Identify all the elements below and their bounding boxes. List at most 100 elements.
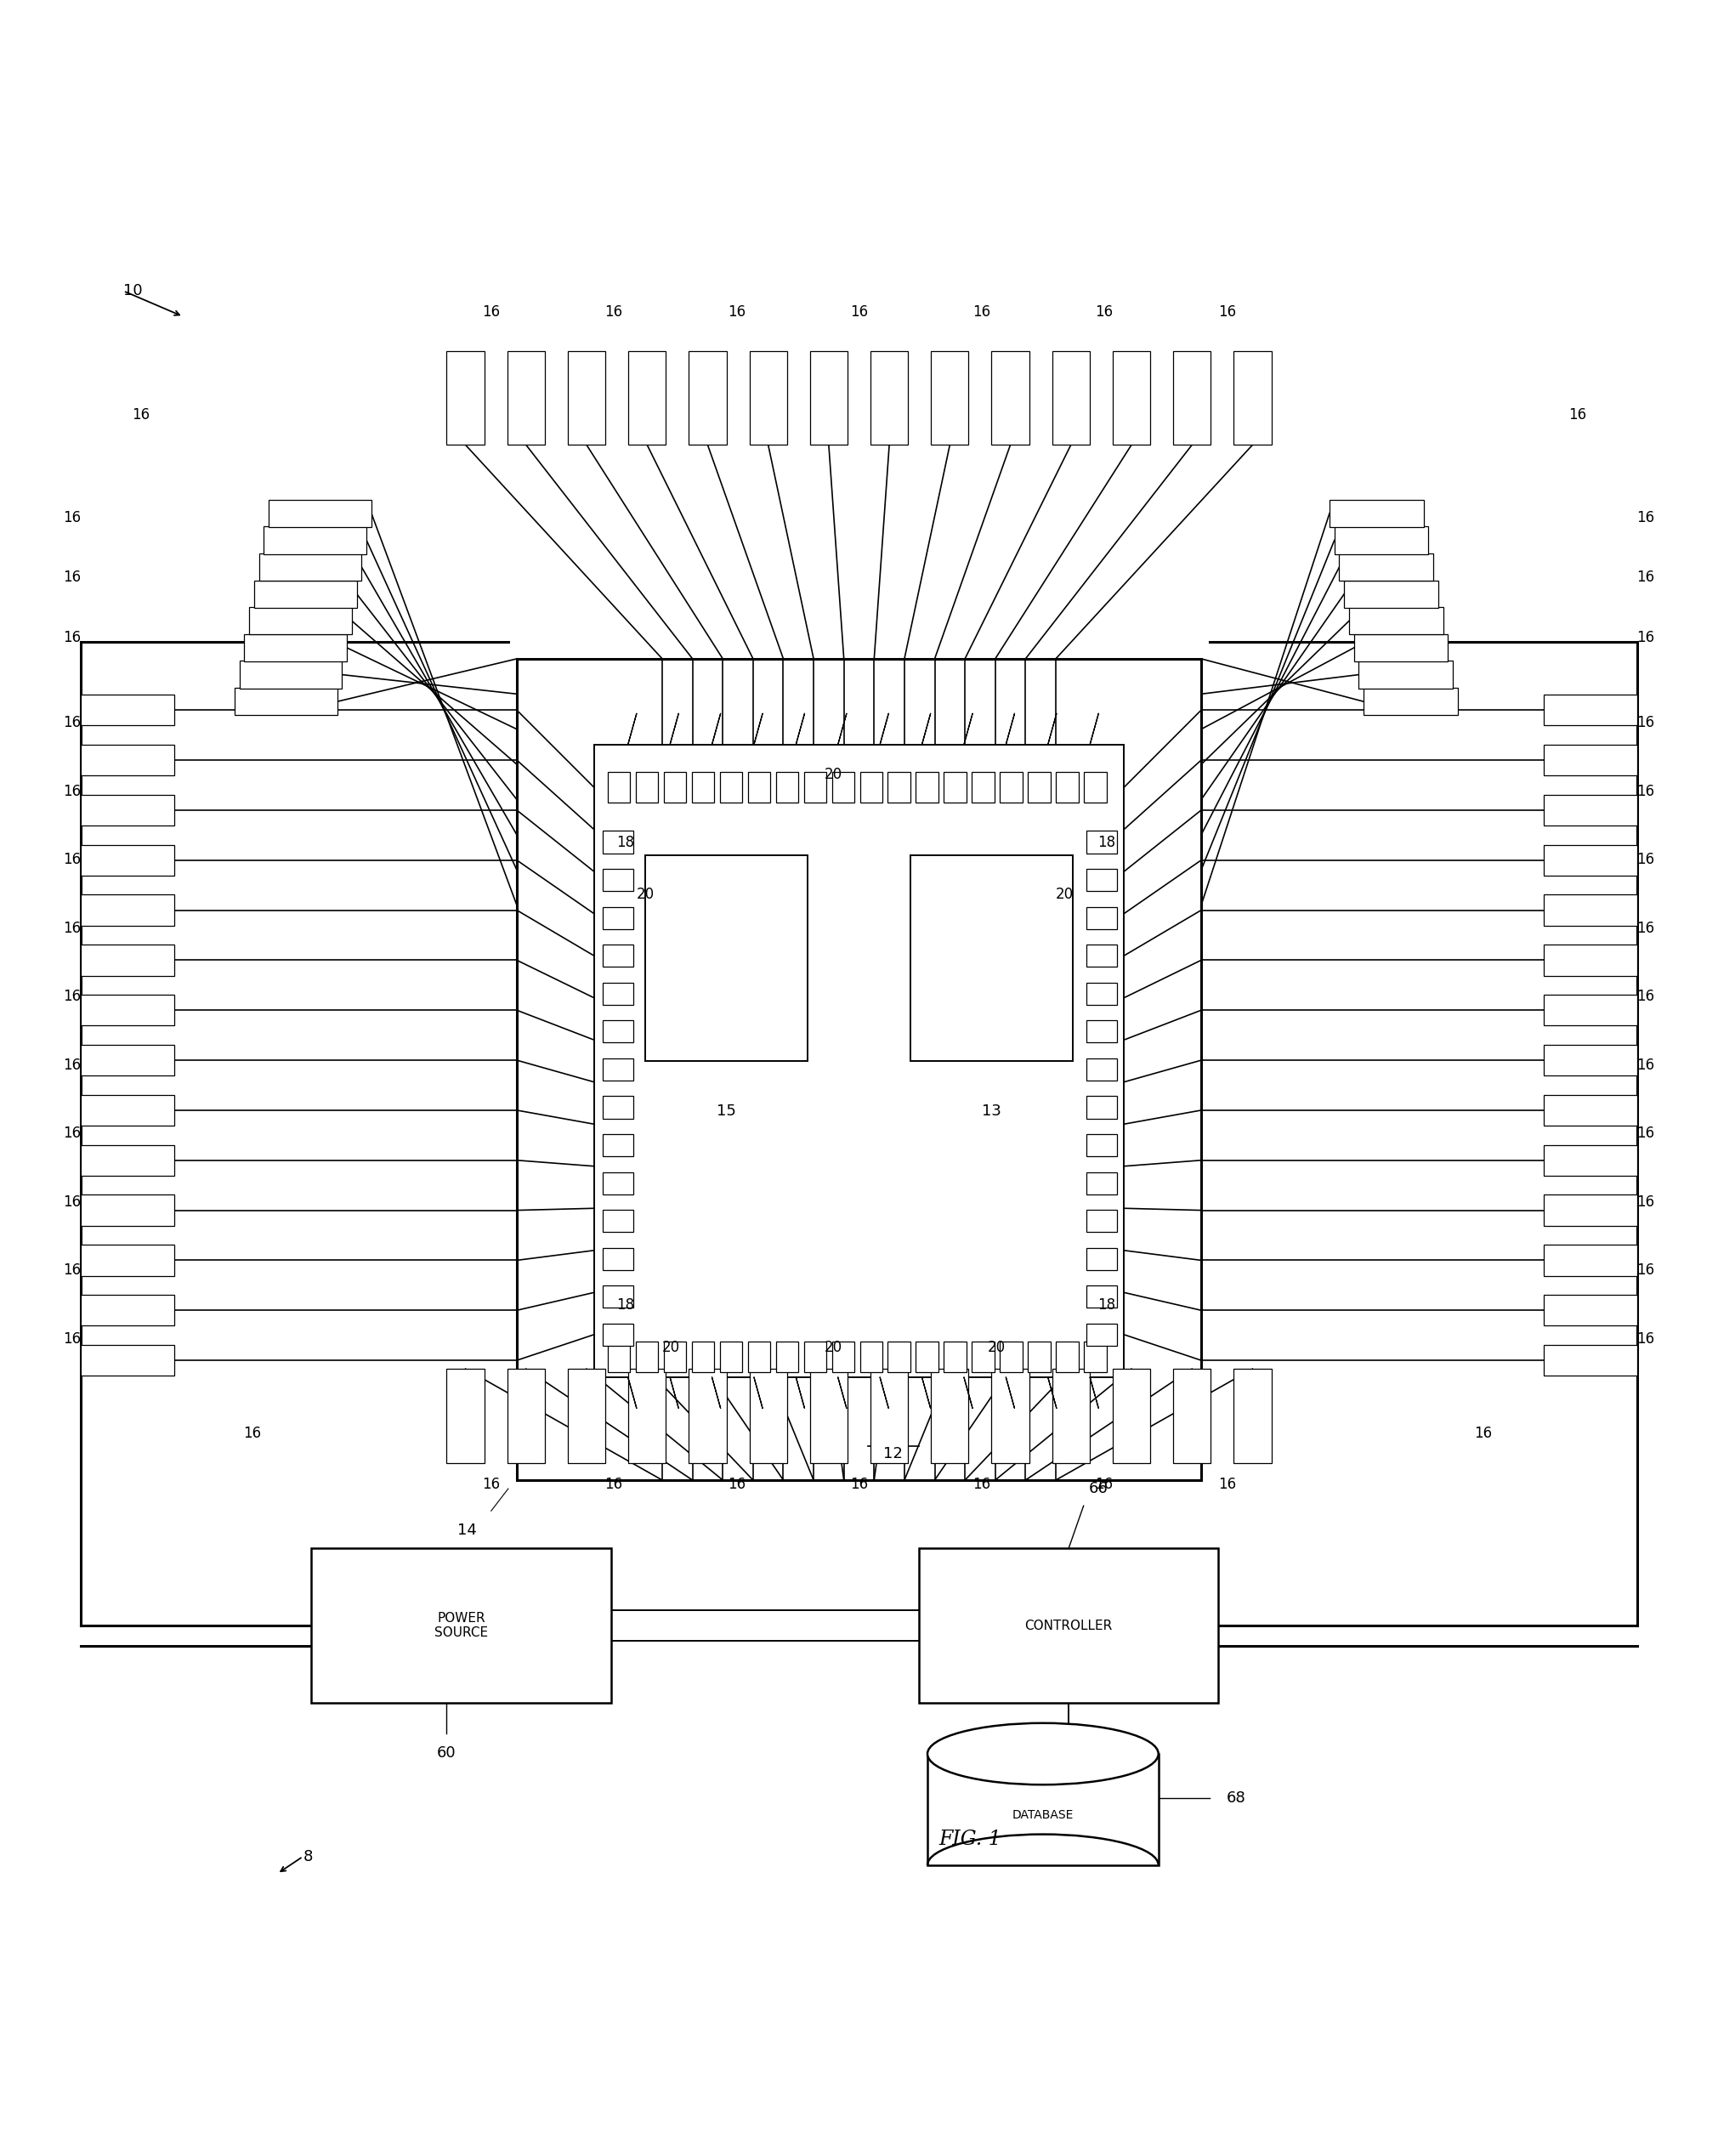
Bar (916, 772, 938, 802)
Bar (636, 1341, 658, 1373)
Bar (1027, 772, 1050, 802)
Text: 16: 16 (1637, 1263, 1654, 1279)
Text: 16: 16 (64, 569, 81, 584)
Text: 16: 16 (64, 852, 81, 867)
Bar (943, 772, 966, 802)
Bar (943, 1341, 966, 1373)
Bar (81, 1145, 175, 1175)
Bar (720, 772, 742, 802)
Bar (1086, 869, 1117, 890)
Bar (1051, 351, 1089, 444)
Bar (447, 351, 484, 444)
Text: FIG. 1: FIG. 1 (938, 1830, 1002, 1850)
Text: 14: 14 (457, 1522, 476, 1537)
Text: 20: 20 (825, 768, 844, 783)
Bar (81, 1345, 175, 1376)
Bar (1354, 634, 1448, 662)
Bar (629, 351, 667, 444)
Text: 16: 16 (242, 1425, 261, 1440)
Bar (1086, 983, 1117, 1005)
Bar (1086, 1134, 1117, 1156)
Text: 16: 16 (850, 304, 868, 319)
Bar (603, 1095, 634, 1119)
Bar (603, 1059, 634, 1080)
Bar (931, 1369, 969, 1464)
Bar (859, 1341, 881, 1373)
Bar (603, 983, 634, 1005)
Text: 16: 16 (64, 1263, 81, 1279)
Bar (931, 351, 969, 444)
Bar (507, 1369, 545, 1464)
Text: 16: 16 (605, 1477, 622, 1492)
Bar (1086, 944, 1117, 966)
Text: 16: 16 (1637, 569, 1654, 584)
Bar (1057, 772, 1079, 802)
Text: 16: 16 (483, 1477, 500, 1492)
Bar (1364, 688, 1459, 716)
Text: DATABASE: DATABASE (1012, 1809, 1074, 1822)
Text: 16: 16 (1474, 1425, 1491, 1440)
Bar (249, 608, 352, 634)
Text: 16: 16 (64, 1330, 81, 1348)
Bar (81, 1046, 175, 1076)
Bar (81, 895, 175, 925)
Bar (689, 1369, 727, 1464)
Bar (1086, 1020, 1117, 1044)
Bar (777, 772, 797, 802)
Bar (972, 1341, 995, 1373)
Text: 16: 16 (605, 304, 622, 319)
Text: 16: 16 (972, 304, 991, 319)
Bar (81, 1296, 175, 1326)
Bar (747, 772, 770, 802)
Text: 16: 16 (1569, 407, 1586, 423)
Bar (608, 772, 631, 802)
Bar (311, 1548, 612, 1703)
Text: 16: 16 (1637, 716, 1654, 731)
Text: 16: 16 (1637, 785, 1654, 800)
Text: 20: 20 (637, 886, 655, 901)
Bar (1086, 1173, 1117, 1194)
Text: 20: 20 (661, 1339, 680, 1356)
Text: 16: 16 (64, 1125, 81, 1141)
Bar (972, 772, 995, 802)
Bar (244, 634, 347, 662)
Bar (81, 1194, 175, 1225)
Bar (1086, 1095, 1117, 1119)
Bar (81, 994, 175, 1026)
Bar (81, 1244, 175, 1276)
Bar (859, 772, 881, 802)
Bar (259, 554, 361, 580)
Bar (1000, 1341, 1022, 1373)
Bar (1173, 351, 1211, 444)
Bar (1113, 1369, 1151, 1464)
Bar (888, 1341, 911, 1373)
Bar (804, 772, 826, 802)
Text: 20: 20 (988, 1339, 1005, 1356)
Bar (603, 1248, 634, 1270)
Text: 16: 16 (64, 630, 81, 645)
Text: 16: 16 (972, 1477, 991, 1492)
Bar (603, 944, 634, 966)
Text: 16: 16 (1637, 852, 1654, 867)
Bar (81, 944, 175, 977)
Text: CONTROLLER: CONTROLLER (1024, 1619, 1113, 1632)
Bar (749, 1369, 787, 1464)
Text: 16: 16 (727, 304, 746, 319)
Bar (663, 772, 685, 802)
Bar (1340, 554, 1433, 580)
Bar (692, 1341, 715, 1373)
Text: 16: 16 (64, 716, 81, 731)
Text: 16: 16 (1637, 630, 1654, 645)
Bar (447, 1369, 484, 1464)
Text: 16: 16 (1637, 1125, 1654, 1141)
Bar (1330, 500, 1424, 526)
Text: 16: 16 (64, 1059, 81, 1074)
Bar (235, 688, 337, 716)
Bar (1543, 796, 1637, 826)
Bar (603, 908, 634, 929)
Bar (254, 580, 357, 608)
Text: 68: 68 (1227, 1792, 1246, 1807)
Text: 60: 60 (436, 1746, 455, 1761)
Bar (663, 1341, 685, 1373)
Bar (81, 796, 175, 826)
